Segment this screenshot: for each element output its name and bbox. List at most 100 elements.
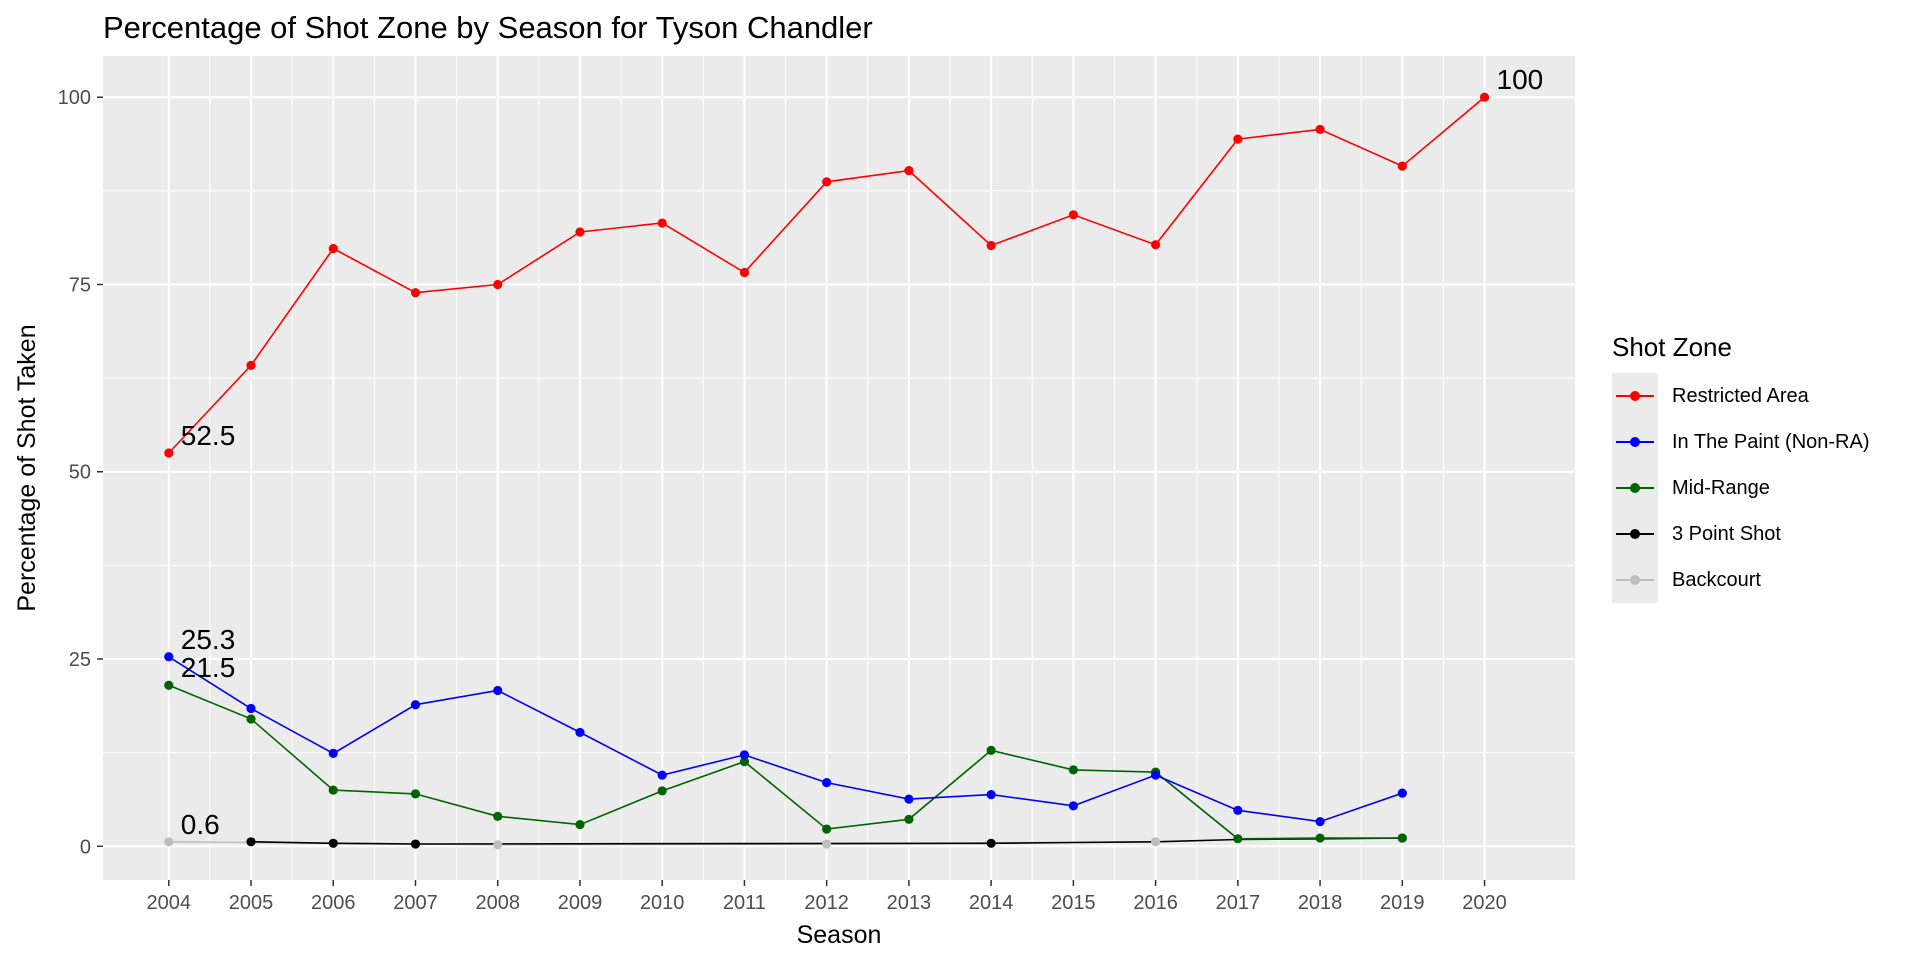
- data-label: 0.6: [181, 809, 220, 840]
- data-point-restricted-area: [1479, 92, 1490, 102]
- data-point-in-the-paint-non-ra: [246, 703, 256, 714]
- data-point-3-point-shot: [986, 838, 996, 848]
- data-point-restricted-area: [410, 288, 421, 298]
- legend-item-restricted-area: Restricted Area: [1612, 373, 1912, 419]
- y-tick-label: 100: [58, 87, 91, 109]
- data-point-3-point-shot: [328, 838, 338, 848]
- data-point-in-the-paint-non-ra: [1315, 816, 1325, 827]
- data-point-in-the-paint-non-ra: [1151, 770, 1161, 780]
- data-labels: 52.5 25.321.5 0.6 100: [181, 64, 1543, 840]
- y-tick-label: 25: [69, 649, 91, 671]
- x-tick-label: 2019: [1380, 892, 1425, 914]
- y-axis: 0 25 50 75 100: [58, 87, 103, 858]
- x-tick-label: 2009: [558, 892, 603, 914]
- minor-gridlines: [103, 56, 1575, 880]
- x-tick-label: 2011: [723, 892, 766, 914]
- data-point-in-the-paint-non-ra: [822, 778, 832, 788]
- legend-key-dot: [1630, 437, 1640, 447]
- data-point-backcourt: [164, 837, 174, 847]
- x-tick-label: 2010: [640, 892, 685, 914]
- data-point-restricted-area: [822, 177, 832, 187]
- data-label: 52.5: [181, 420, 236, 451]
- data-point-restricted-area: [575, 227, 585, 237]
- data-point-mid-range: [986, 745, 996, 756]
- data-point-in-the-paint-non-ra: [410, 700, 421, 710]
- data-point-mid-range: [1233, 834, 1243, 844]
- x-axis-title: Season: [797, 921, 882, 949]
- data-point-mid-range: [493, 811, 503, 821]
- data-point-restricted-area: [1068, 210, 1078, 220]
- x-tick-label: 2012: [804, 892, 849, 914]
- x-tick-label: 2020: [1462, 892, 1507, 914]
- x-tick-label: 2007: [393, 892, 438, 914]
- legend-key: [1612, 465, 1658, 511]
- legend-item-mid-range: Mid-Range: [1612, 465, 1912, 511]
- x-tick-label: 2017: [1216, 892, 1261, 914]
- data-point-in-the-paint-non-ra: [164, 652, 174, 662]
- data-label: 100: [1497, 64, 1544, 95]
- data-point-in-the-paint-non-ra: [328, 748, 338, 759]
- x-axis: 2004 2005 2006 2007 2008 2009 2010 2011 2012 2013…: [147, 880, 1507, 914]
- data-point-in-the-paint-non-ra: [1068, 801, 1078, 811]
- legend-key-dot: [1630, 483, 1640, 493]
- data-point-mid-range: [1068, 765, 1078, 775]
- x-tick-label: 2016: [1133, 892, 1178, 914]
- data-point-mid-range: [246, 714, 256, 724]
- data-point-mid-range: [328, 785, 338, 795]
- legend-title: Shot Zone: [1612, 332, 1732, 362]
- legend-label: Backcourt: [1672, 568, 1761, 591]
- y-axis-title: Percentage of Shot Taken: [13, 324, 41, 611]
- data-point-in-the-paint-non-ra: [904, 794, 914, 804]
- x-tick-label: 2006: [311, 892, 356, 914]
- data-point-restricted-area: [1397, 161, 1407, 171]
- legend-key: [1612, 419, 1658, 465]
- x-tick-label: 2013: [887, 892, 932, 914]
- data-label: 25.3: [181, 624, 236, 655]
- legend-key: [1612, 511, 1658, 557]
- data-point-mid-range: [575, 819, 585, 830]
- data-point-restricted-area: [904, 166, 914, 176]
- data-point-3-point-shot: [246, 837, 256, 847]
- legend-key-dot: [1630, 391, 1640, 401]
- plot-panel: [103, 56, 1575, 880]
- series-line-mid-range: [168, 684, 1403, 840]
- data-point-restricted-area: [328, 243, 338, 254]
- data-point-in-the-paint-non-ra: [575, 727, 585, 738]
- series-line-in-the-paint-non-ra: [168, 656, 1403, 823]
- data-point-mid-range: [904, 814, 914, 824]
- data-point-restricted-area: [1151, 240, 1161, 250]
- data-label: 21.5: [181, 652, 236, 683]
- series-points: [164, 92, 1490, 850]
- data-point-restricted-area: [986, 240, 996, 251]
- y-tick-label: 75: [69, 274, 91, 296]
- data-point-in-the-paint-non-ra: [657, 770, 667, 780]
- x-tick-label: 2014: [969, 892, 1014, 914]
- x-tick-label: 2005: [229, 892, 274, 914]
- chart-title: Percentage of Shot Zone by Season for Ty…: [103, 10, 873, 45]
- x-tick-label: 2008: [475, 892, 520, 914]
- legend-key-dot: [1630, 575, 1640, 585]
- legend-key: [1612, 373, 1658, 419]
- data-point-restricted-area: [246, 360, 256, 370]
- legend-label: 3 Point Shot: [1672, 522, 1781, 545]
- data-point-restricted-area: [493, 279, 503, 290]
- data-point-3-point-shot: [410, 839, 421, 849]
- legend-item-backcourt: Backcourt: [1612, 557, 1912, 603]
- y-tick-label: 0: [80, 836, 91, 858]
- legend-label: Mid-Range: [1672, 476, 1770, 499]
- legend-label: Restricted Area: [1672, 384, 1809, 407]
- data-point-mid-range: [657, 786, 667, 796]
- data-point-mid-range: [410, 789, 421, 799]
- legend: Shot Zone Restricted Area In The Paint (N…: [1612, 332, 1912, 603]
- data-point-in-the-paint-non-ra: [493, 685, 503, 696]
- y-tick-label: 50: [69, 462, 91, 484]
- data-point-in-the-paint-non-ra: [1397, 788, 1407, 798]
- data-point-backcourt: [822, 839, 832, 849]
- legend-item-in-the-paint-non-ra: In The Paint (Non-RA): [1612, 419, 1912, 465]
- legend-item-3-point-shot: 3 Point Shot: [1612, 511, 1912, 557]
- data-point-restricted-area: [1315, 124, 1325, 135]
- legend-label: In The Paint (Non-RA): [1672, 430, 1870, 453]
- legend-items: Restricted Area In The Paint (Non-RA) Mid-…: [1612, 373, 1912, 603]
- data-point-backcourt: [493, 840, 503, 850]
